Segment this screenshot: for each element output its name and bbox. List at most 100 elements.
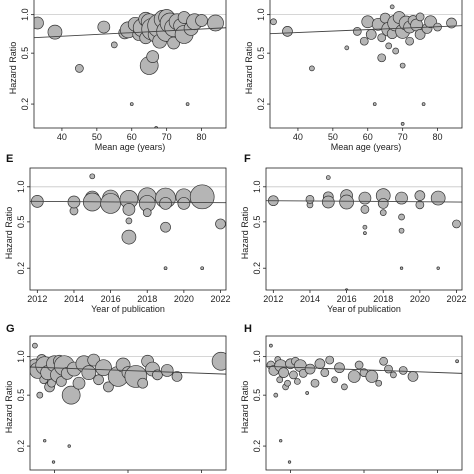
data-point xyxy=(363,231,367,235)
y-axis-label: Hazard Ratio xyxy=(240,381,250,434)
data-point xyxy=(358,191,372,205)
data-point xyxy=(341,383,348,391)
data-point xyxy=(309,65,315,72)
x-axis-label: Year of publication xyxy=(327,304,401,314)
data-point xyxy=(51,460,56,464)
panel-label: E xyxy=(6,153,13,165)
data-point xyxy=(361,15,375,29)
x-tick-label: 50 xyxy=(328,132,338,142)
y-axis-label: Hazard Ratio xyxy=(244,42,254,95)
x-tick-label: 2018 xyxy=(373,294,393,304)
data-point xyxy=(379,356,388,366)
bubbles xyxy=(270,4,457,126)
x-tick-label: 2020 xyxy=(410,294,430,304)
plot-frame xyxy=(33,0,227,129)
data-point xyxy=(72,376,86,390)
plot-frame xyxy=(265,335,463,471)
data-point xyxy=(452,219,461,229)
data-point xyxy=(398,213,405,221)
plot-frame xyxy=(29,167,227,291)
data-point xyxy=(415,200,425,210)
data-point xyxy=(398,366,408,375)
data-point xyxy=(399,266,404,270)
data-point xyxy=(304,363,316,375)
data-point xyxy=(163,266,168,271)
y-tick-label: 0.2 xyxy=(20,98,30,111)
data-point xyxy=(379,209,387,216)
data-point xyxy=(282,26,293,37)
data-point xyxy=(284,379,291,387)
x-tick-label: 60 xyxy=(127,132,137,142)
data-point xyxy=(424,15,437,29)
data-point xyxy=(279,439,283,443)
data-point xyxy=(100,193,121,214)
data-point xyxy=(436,266,440,270)
x-tick-label: 2016 xyxy=(337,294,357,304)
data-point xyxy=(215,218,226,230)
data-point xyxy=(81,365,97,380)
data-point xyxy=(365,29,377,40)
data-point xyxy=(314,358,326,370)
x-tick-label: 40 xyxy=(293,132,303,142)
trend-line xyxy=(265,200,463,203)
bubbles xyxy=(30,342,226,464)
data-point xyxy=(395,191,408,205)
data-point xyxy=(128,293,131,296)
plot-frame xyxy=(265,167,463,291)
y-tick-label: 1.0 xyxy=(252,181,262,194)
data-point xyxy=(103,381,114,393)
trend-line xyxy=(265,365,463,374)
data-point xyxy=(385,42,393,50)
data-point xyxy=(372,102,377,106)
data-point xyxy=(142,208,152,217)
data-point xyxy=(110,41,118,49)
data-point xyxy=(207,14,224,32)
plot-frame xyxy=(269,0,463,129)
data-point xyxy=(122,203,136,216)
y-tick-label: 1.0 xyxy=(20,8,30,21)
data-point xyxy=(347,370,361,383)
data-point xyxy=(32,342,38,349)
x-axis-label: Mean age (years) xyxy=(331,142,402,152)
data-point xyxy=(211,351,226,371)
data-point xyxy=(160,221,171,233)
y-tick-label: 0.5 xyxy=(16,216,26,229)
y-tick-label: 0.5 xyxy=(256,47,266,60)
data-point xyxy=(146,50,160,63)
x-tick-label: 2022 xyxy=(210,294,230,304)
y-tick-label: 1.0 xyxy=(16,181,26,194)
data-point xyxy=(276,376,284,384)
y-axis-label: Hazard Ratio xyxy=(4,207,14,260)
data-point xyxy=(421,102,426,106)
y-tick-label: 0.2 xyxy=(16,440,26,453)
data-point xyxy=(360,205,370,214)
x-tick-label: 80 xyxy=(433,132,443,142)
trend-line xyxy=(33,27,227,39)
data-point xyxy=(289,370,298,380)
data-point xyxy=(278,367,289,378)
data-point xyxy=(398,227,405,234)
data-point xyxy=(392,47,400,55)
x-tick-label: 70 xyxy=(398,132,408,142)
x-tick-label: 2016 xyxy=(101,294,121,304)
y-tick-label: 1.0 xyxy=(252,350,262,363)
trend-line xyxy=(29,200,227,204)
data-point xyxy=(354,360,364,370)
data-point xyxy=(390,371,397,379)
data-point xyxy=(75,64,84,73)
x-tick-label: 80 xyxy=(197,132,207,142)
data-point xyxy=(121,229,137,245)
data-point xyxy=(334,362,345,374)
data-point xyxy=(185,102,190,106)
data-point xyxy=(320,368,330,377)
data-point xyxy=(399,62,406,69)
y-tick-label: 0.2 xyxy=(256,98,266,111)
x-tick-label: 60 xyxy=(363,132,373,142)
data-point xyxy=(152,369,163,381)
data-point xyxy=(305,391,310,395)
data-point xyxy=(159,197,172,210)
data-point xyxy=(414,190,426,201)
